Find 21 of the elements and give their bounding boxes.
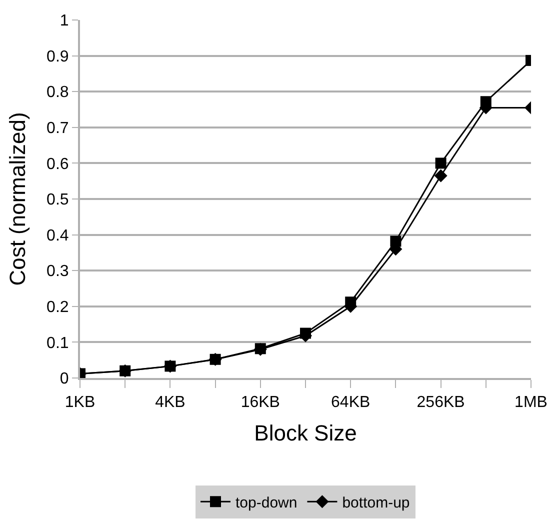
y-tick-label: 0.9 [46, 48, 69, 66]
legend-label: top-down [236, 494, 298, 512]
legend-label: bottom-up [342, 494, 410, 512]
y-tick-label: 0.8 [46, 84, 69, 102]
y-tick-label: 0.5 [46, 192, 69, 209]
x-axis-title: Block Size [254, 420, 357, 446]
x-tick-label: 4KB [155, 394, 186, 412]
y-tick-label: 0.4 [46, 227, 69, 244]
x-tick-label: 1MB [514, 394, 548, 412]
y-axis-title: Cost (normalized) [4, 112, 30, 286]
y-tick-label: 1 [60, 12, 69, 30]
y-tick-label: 0 [60, 370, 69, 388]
y-tick-label: 0.3 [46, 263, 69, 280]
x-tick-label: 1KB [64, 394, 96, 412]
x-tick-label: 64KB [331, 394, 370, 412]
y-tick-label: 0.7 [46, 120, 69, 137]
x-tick-label: 16KB [240, 394, 280, 412]
y-tick-label: 0.2 [46, 299, 69, 316]
y-tick-label: 0.6 [46, 156, 69, 173]
x-tick-label: 256KB [416, 394, 465, 412]
y-tick-label: 0.1 [46, 334, 69, 352]
